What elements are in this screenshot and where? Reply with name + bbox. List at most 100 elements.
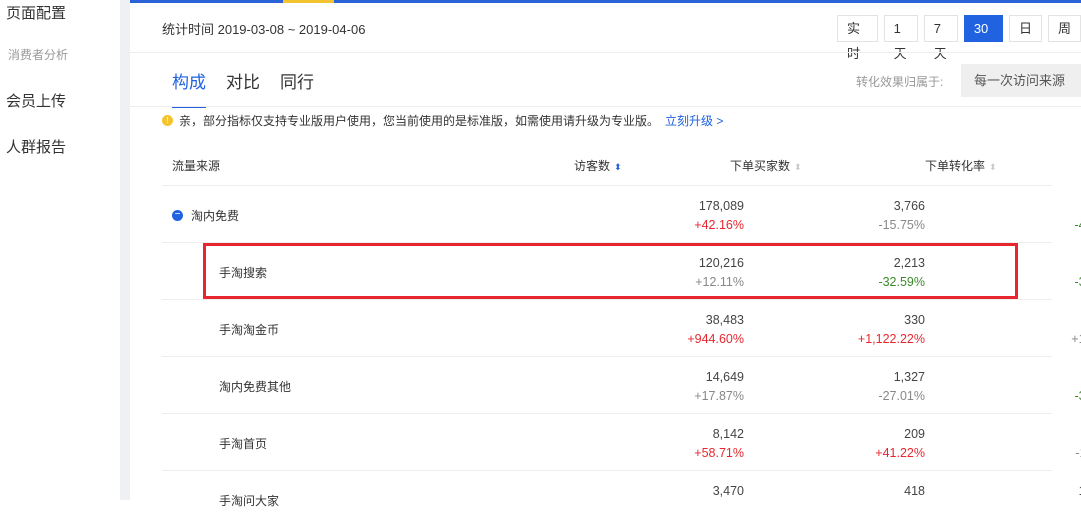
buyers-value: 209	[904, 427, 925, 441]
sort-icon[interactable]: ⬍	[614, 162, 622, 172]
buyers-change: -32.59%	[878, 275, 925, 289]
source-label: 手淘问大家	[219, 492, 279, 509]
source-label: 手淘搜索	[219, 264, 267, 281]
buyers-change: +41.22%	[875, 446, 925, 460]
table-row[interactable]: 手淘首页 8,142 +58.71% 209 +41.22% 2.57% -11.02%	[162, 413, 1081, 470]
rate-cell: 9.06% -38.07%	[1074, 368, 1081, 406]
col-buyers-label: 下单买家数	[730, 159, 791, 173]
tab-composition[interactable]: 构成	[172, 68, 206, 108]
rate-cell: 12.05%	[1079, 482, 1081, 501]
buyers-cell: 1,327 -27.01%	[878, 368, 925, 406]
period-7day[interactable]: 7天	[923, 15, 958, 61]
period-30day[interactable]: 30天	[963, 15, 1003, 61]
visitors-value: 3,470	[712, 484, 744, 498]
visitors-cell: 14,649 +17.87%	[694, 368, 744, 406]
highlight-box	[203, 243, 1018, 299]
notice-text: 亲，部分指标仅支持专业版用户使用，您当前使用的是标准版，如需使用请升级为专业版。	[179, 114, 660, 128]
source-label: 手淘淘金币	[219, 321, 279, 338]
rate-cell: 2.57% -11.02%	[1075, 425, 1081, 463]
tabs: 构成 对比 同行	[172, 68, 314, 108]
buyers-value: 418	[904, 484, 925, 498]
info-icon: !	[162, 115, 173, 126]
source-label: 淘内免费其他	[219, 378, 291, 395]
tab-compare[interactable]: 对比	[226, 73, 260, 92]
source-label: 手淘首页	[219, 435, 267, 452]
col-visitors-label: 访客数	[574, 159, 611, 173]
visitors-value: 38,483	[705, 313, 744, 327]
attribution-label: 转化效果归属于:	[856, 75, 944, 89]
table-row[interactable]: 淘内免费其他 14,649 +17.87% 1,327 -27.01% 9.06% -38.…	[162, 356, 1081, 413]
visitors-value: 8,142	[712, 427, 744, 441]
visitors-change: +42.16%	[694, 218, 744, 232]
divider	[120, 0, 130, 500]
collapse-icon[interactable]: −	[172, 210, 183, 221]
rate-value: 9.06%	[1074, 368, 1081, 387]
source-name: 手淘首页	[219, 437, 268, 451]
visitors-cell: 120,216 +12.11%	[695, 254, 744, 292]
visitors-value: 178,089	[698, 199, 744, 213]
rate-value: 12.05%	[1079, 482, 1081, 501]
col-buyers[interactable]: 下单买家数 ⬍	[730, 157, 802, 174]
period-1day[interactable]: 1天	[883, 15, 918, 61]
source-label: − 淘内免费	[172, 207, 239, 224]
rate-change: -39.88%	[1074, 275, 1081, 289]
visitors-cell: 178,089 +42.16%	[694, 197, 744, 235]
buyers-value: 3,766	[893, 199, 925, 213]
sort-icon[interactable]: ⬍	[989, 162, 997, 172]
period-realtime[interactable]: 实 时	[837, 15, 878, 61]
buyers-change: -27.01%	[878, 389, 925, 403]
rate-value: 2.11%	[1074, 197, 1081, 216]
tab-peers[interactable]: 同行	[280, 73, 314, 92]
source-name: 手淘搜索	[219, 266, 268, 280]
visitors-cell: 38,483 +944.60%	[687, 311, 744, 349]
table-row[interactable]: 手淘淘金币 38,483 +944.60% 330 +1,122.22% 0.86% +17…	[162, 299, 1081, 356]
sidebar-section-consumer-analysis: 消费者分析	[8, 48, 69, 62]
buyers-cell: 330 +1,122.22%	[858, 311, 925, 349]
visitors-change: +58.71%	[694, 446, 744, 460]
table-row[interactable]: 手淘问大家 3,470 418 12.05%	[162, 470, 1081, 527]
table-row[interactable]: −淘内免费 178,089 +42.16% 3,766 -15.75% 2.11% -40.…	[162, 185, 1081, 242]
visitors-cell: 3,470	[713, 482, 744, 501]
sort-icon[interactable]: ⬍	[794, 162, 802, 172]
col-source: 流量来源	[172, 159, 221, 173]
top-accent-bar	[0, 0, 1081, 3]
date-range: 统计时间 2019-03-08 ~ 2019-04-06	[162, 22, 366, 37]
buyers-cell: 418	[904, 482, 925, 501]
buyers-cell: 3,766 -15.75%	[878, 197, 925, 235]
sidebar-item-page-config[interactable]: 页面配置	[6, 5, 67, 22]
sidebar: 页面配置 消费者分析 会员上传 人群报告	[0, 0, 120, 500]
sidebar-item-member-upload[interactable]: 会员上传	[6, 93, 67, 110]
visitors-change: +944.60%	[687, 332, 744, 346]
visitors-cell: 8,142 +58.71%	[694, 425, 744, 463]
source-name: 手淘问大家	[219, 494, 280, 508]
visitors-value: 14,649	[705, 370, 744, 384]
source-name: 淘内免费其他	[219, 380, 292, 394]
table-row[interactable]: 手淘搜索 120,216 +12.11% 2,213 -32.59% 1.84% -39.8…	[162, 242, 1081, 299]
buyers-cell: 2,213 -32.59%	[878, 254, 925, 292]
source-name: 手淘淘金币	[219, 323, 280, 337]
source-name: 淘内免费	[191, 209, 240, 223]
attribution-select[interactable]: 每一次访问来源⌄	[961, 64, 1081, 97]
upgrade-link[interactable]: 立刻升级 >	[665, 114, 724, 128]
visitors-value: 120,216	[698, 256, 744, 270]
buyers-change: -15.75%	[878, 218, 925, 232]
period-selector: 实 时 1天 7天 30天 日 周	[837, 15, 1081, 61]
rate-cell: 2.11% -40.74%	[1074, 197, 1081, 235]
rate-change: -11.02%	[1075, 446, 1081, 460]
buyers-cell: 209 +41.22%	[875, 425, 925, 463]
period-week[interactable]: 周	[1047, 15, 1081, 42]
divider	[130, 106, 1081, 107]
col-visitors[interactable]: 访客数 ⬍	[574, 157, 622, 174]
rate-change: +17.00%	[1071, 332, 1081, 346]
visitors-change: +12.11%	[695, 275, 744, 289]
sidebar-item-crowd-report[interactable]: 人群报告	[6, 139, 67, 156]
buyers-value: 330	[904, 313, 925, 327]
attribution-value: 每一次访问来源	[974, 73, 1066, 88]
upgrade-notice: ! 亲，部分指标仅支持专业版用户使用，您当前使用的是标准版，如需使用请升级为专业…	[162, 112, 723, 129]
buyers-change: +1,122.22%	[857, 332, 925, 346]
buyers-value: 1,327	[893, 370, 925, 384]
col-rate[interactable]: 下单转化率 ⬍	[925, 157, 997, 174]
rate-cell: 1.84% -39.88%	[1074, 254, 1081, 292]
rate-value: 2.57%	[1075, 425, 1081, 444]
period-day[interactable]: 日	[1008, 15, 1042, 42]
